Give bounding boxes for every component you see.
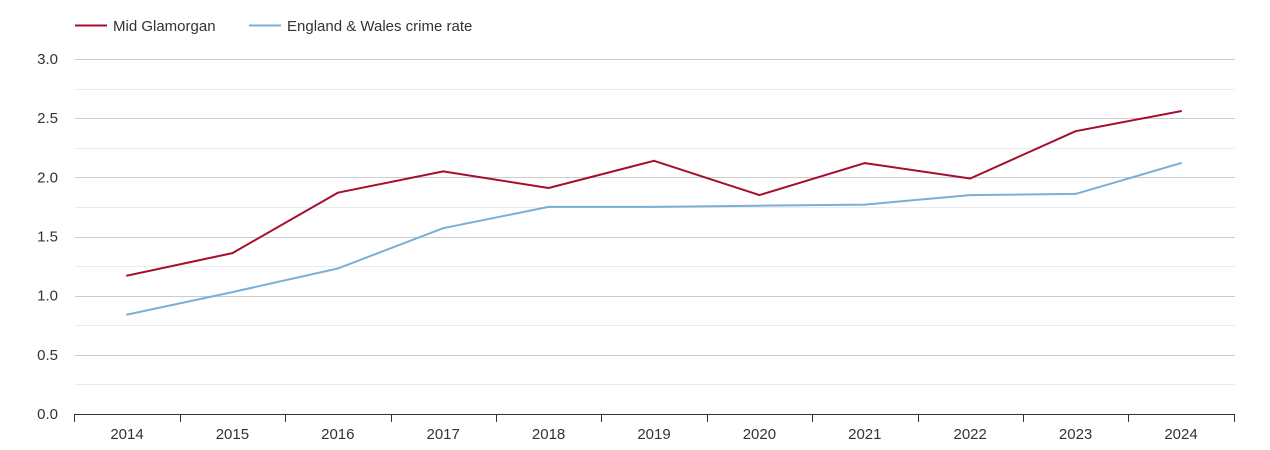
data-point [758, 204, 761, 207]
data-point [442, 170, 445, 173]
legend-item-1[interactable]: England & Wales crime rate [249, 18, 472, 35]
data-point [547, 205, 550, 208]
data-point [547, 187, 550, 189]
data-point [442, 227, 445, 230]
data-point [1180, 162, 1182, 165]
y-tick-label: 2.0 [37, 169, 58, 186]
legend: Mid Glamorgan England & Wales crime rate [75, 18, 472, 35]
data-point [336, 267, 339, 270]
series-line-0 [126, 110, 1182, 277]
y-tick-label: 1.0 [37, 288, 58, 305]
x-tick-label: 2020 [743, 426, 776, 443]
legend-label: England & Wales crime rate [287, 18, 472, 35]
data-point [336, 191, 339, 194]
data-point [653, 205, 655, 208]
x-tick-label: 2019 [637, 426, 670, 443]
x-tick-label: 2014 [110, 426, 143, 443]
data-point [231, 291, 234, 294]
data-point [863, 162, 866, 165]
x-tick-label: 2017 [427, 426, 460, 443]
legend-item-0[interactable]: Mid Glamorgan [75, 18, 216, 35]
data-point [653, 159, 655, 162]
series-line-1 [126, 162, 1182, 316]
x-tick-label: 2023 [1059, 426, 1092, 443]
data-point [126, 274, 128, 277]
data-point [863, 203, 866, 206]
series-lines [126, 110, 1182, 316]
x-tick-label: 2022 [954, 426, 987, 443]
data-point [126, 313, 128, 316]
data-point [1180, 110, 1182, 113]
y-tick-label: 0.5 [37, 347, 58, 364]
y-axis: 0.0 0.5 1.0 1.5 2.0 2.5 3.0 [37, 51, 58, 423]
grid-lines [75, 59, 1235, 385]
legend-label: Mid Glamorgan [113, 18, 216, 35]
y-tick-label: 0.0 [37, 406, 58, 423]
data-point [1074, 130, 1077, 133]
data-point [231, 252, 234, 255]
x-tick-label: 2021 [848, 426, 881, 443]
y-tick-label: 2.5 [37, 110, 58, 127]
x-tick-label: 2016 [321, 426, 354, 443]
x-axis: 2014 2015 2016 2017 2018 2019 2020 2021 2022 2023… [74, 414, 1235, 443]
x-tick-label: 2015 [216, 426, 249, 443]
data-point [1074, 192, 1077, 195]
data-point [969, 194, 972, 197]
y-tick-label: 1.5 [37, 229, 58, 246]
data-point [969, 177, 972, 180]
x-tick-label: 2018 [532, 426, 565, 443]
y-tick-label: 3.0 [37, 51, 58, 68]
data-point [758, 194, 761, 197]
x-tick-label: 2024 [1164, 426, 1197, 443]
